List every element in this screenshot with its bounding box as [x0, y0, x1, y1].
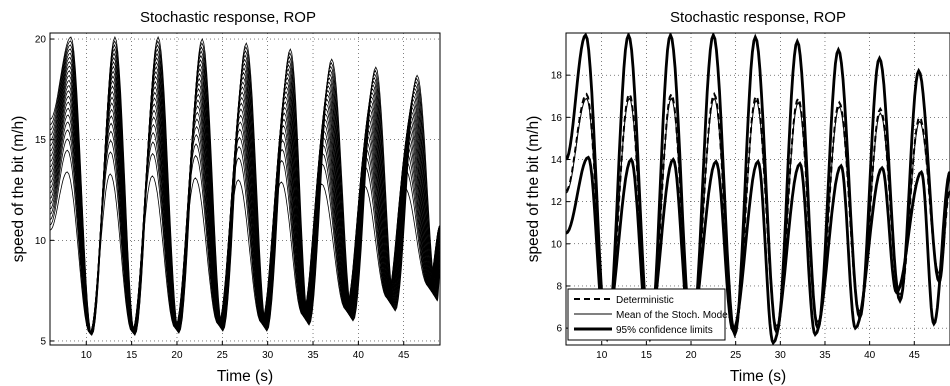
left-realization-line — [50, 121, 440, 335]
left-y-tick-label: 20 — [35, 35, 47, 46]
left-x-tick-label: 20 — [171, 350, 183, 361]
right-y-tick-label: 6 — [556, 324, 562, 335]
left-chart-panel: Stochastic response, ROP 10 15 20 25 30 35 40 4… — [10, 9, 441, 385]
legend-label-deterministic: Deterministic — [616, 295, 674, 306]
left-x-tick-label: 30 — [262, 350, 274, 361]
right-y-tick-label: 12 — [551, 197, 563, 208]
right-chart-panel: Stochastic response, ROP 10 15 20 25 30 35 40 4… — [525, 9, 950, 385]
left-y-tick-label: 10 — [35, 236, 47, 247]
left-x-axis-label: Time (s) — [217, 368, 273, 385]
right-y-axis-label: speed of the bit (m/h) — [525, 116, 542, 262]
right-x-tick-label: 40 — [864, 350, 876, 361]
left-realization-line — [50, 138, 440, 334]
right-chart-title: Stochastic response, ROP — [670, 9, 846, 26]
left-ticks: 10 15 20 25 30 35 40 45 5 10 15 20 — [35, 35, 410, 361]
left-realization-line — [50, 84, 440, 335]
right-x-tick-label: 10 — [596, 350, 608, 361]
left-x-tick-label: 45 — [398, 350, 410, 361]
right-x-tick-label: 30 — [775, 350, 787, 361]
left-x-tick-label: 15 — [126, 350, 138, 361]
left-y-tick-label: 15 — [35, 135, 47, 146]
left-x-tick-label: 25 — [217, 350, 229, 361]
right-upper-confidence-line — [566, 33, 950, 343]
legend-label-mean: Mean of the Stoch. Model — [616, 310, 730, 321]
right-y-tick-label: 16 — [551, 113, 563, 124]
right-x-tick-label: 25 — [730, 350, 742, 361]
left-y-axis-label: speed of the bit (m/h) — [10, 116, 27, 262]
left-plot-frame — [49, 32, 441, 346]
left-x-tick-label: 35 — [307, 350, 319, 361]
left-realization-line — [50, 171, 440, 334]
right-y-tick-label: 18 — [551, 71, 563, 82]
left-realization-line — [50, 107, 440, 335]
right-plot-frame — [565, 32, 950, 346]
right-x-tick-label: 20 — [685, 350, 697, 361]
left-y-tick-label: 5 — [40, 336, 46, 347]
right-x-axis-label: Time (s) — [730, 368, 786, 385]
right-y-tick-label: 8 — [556, 281, 562, 292]
left-realization-line — [50, 149, 440, 334]
right-ticks: 10 15 20 25 30 35 40 45 6 8 10 12 14 16 18 — [551, 71, 920, 361]
right-legend: Deterministic Mean of the Stoch. Model 9… — [567, 288, 730, 341]
right-x-tick-label: 45 — [909, 350, 921, 361]
left-realization-line — [50, 35, 440, 336]
left-chart-title: Stochastic response, ROP — [140, 9, 316, 26]
right-lower-confidence-line — [566, 155, 950, 345]
left-x-tick-label: 10 — [81, 350, 93, 361]
right-x-tick-label: 15 — [641, 350, 653, 361]
left-x-tick-label: 40 — [353, 350, 365, 361]
right-y-tick-label: 14 — [551, 155, 563, 166]
right-y-tick-label: 10 — [551, 239, 563, 250]
left-series-group — [50, 35, 440, 336]
right-series-group — [566, 33, 950, 345]
right-x-tick-label: 35 — [819, 350, 831, 361]
legend-label-confidence: 95% confidence limits — [616, 325, 713, 336]
